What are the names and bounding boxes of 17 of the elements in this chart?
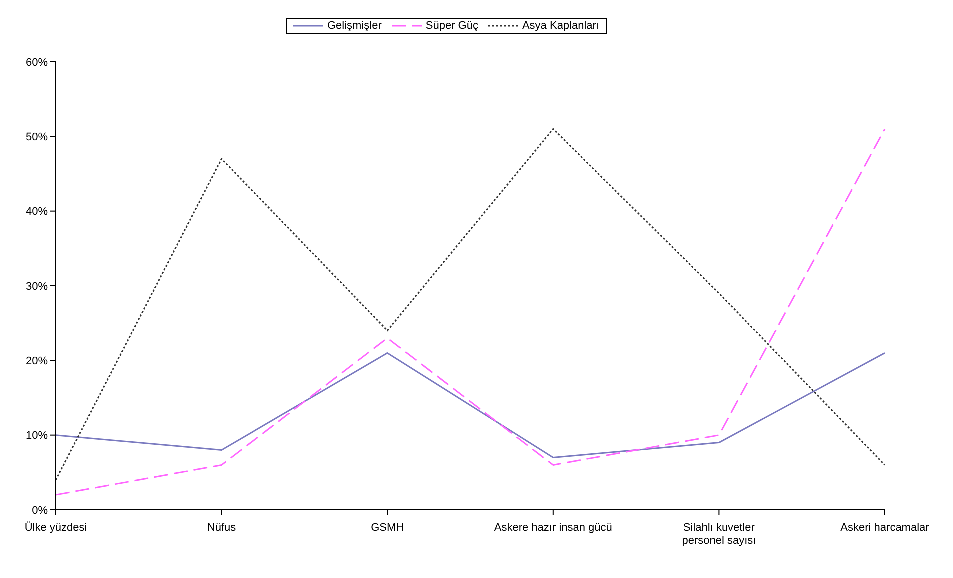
legend-label: Gelişmişler [326,20,382,32]
y-tick-label: 0% [32,504,48,517]
y-tick-label: 20% [26,356,48,368]
x-tick-label: Askeri harcamalar [840,522,930,534]
x-tick-label: Ülke yüzdesi [24,521,88,534]
legend-label: Asya Kaplanları [521,20,600,32]
x-tick-label: Silahlı kuvetler personel sayısı [682,522,756,547]
y-tick-label: 60% [26,56,48,69]
y-tick-label: 30% [26,280,48,293]
y-tick-label: 10% [26,430,48,442]
x-tick-label: Askere hazır insan gücü [494,522,612,534]
y-tick-label: 40% [26,206,48,218]
x-tick-label: Nüfus [207,522,237,534]
x-tick-label: GSMH [371,522,404,534]
line-series [55,352,886,458]
y-tick-label: 50% [26,132,48,144]
legend-label: Süper Güç [424,20,478,32]
